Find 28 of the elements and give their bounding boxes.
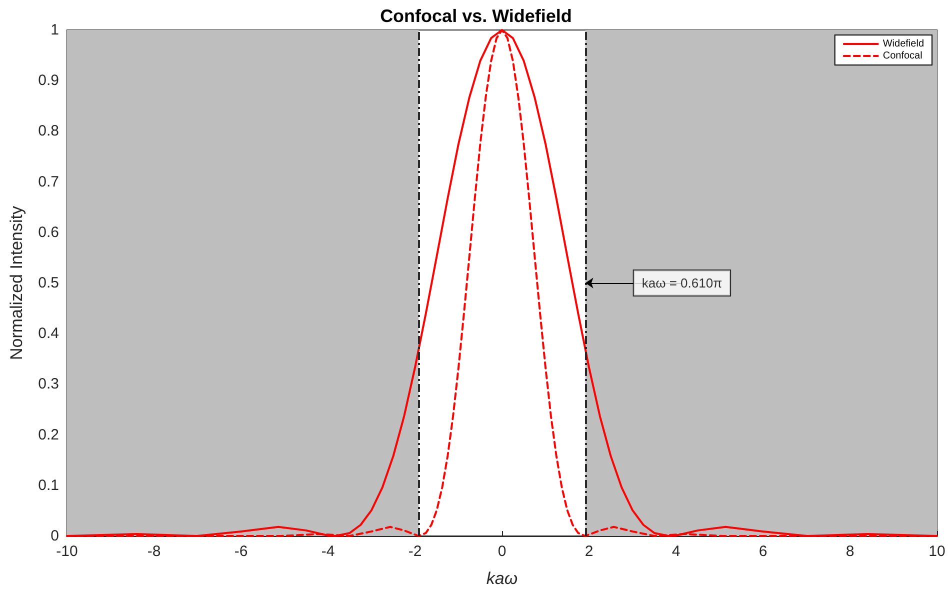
x-tick-label: 10 bbox=[928, 543, 946, 560]
x-tick-label: 2 bbox=[584, 543, 594, 560]
y-tick-label: 0.1 bbox=[38, 476, 59, 494]
y-tick-label: 0.8 bbox=[38, 122, 59, 140]
y-tick-label: 0.9 bbox=[38, 72, 59, 90]
x-tick-label: 8 bbox=[846, 543, 854, 560]
y-axis-title: Normalized Intensity bbox=[7, 206, 26, 360]
y-tick-label: 0 bbox=[50, 528, 59, 544]
y-tick-label: 0.7 bbox=[38, 173, 59, 190]
y-tick-label: 0.6 bbox=[38, 224, 59, 241]
chart-title: Confocal vs. Widefield bbox=[380, 6, 572, 26]
x-tick-label: -4 bbox=[321, 543, 335, 560]
annotation: kaω = 0.610π bbox=[642, 276, 722, 290]
y-tick-label: 0.5 bbox=[38, 274, 59, 292]
legend-label: Confocal bbox=[882, 50, 922, 62]
x-tick-label: 4 bbox=[672, 543, 680, 560]
x-tick-label: -10 bbox=[56, 543, 78, 560]
x-tick-label: 6 bbox=[758, 543, 768, 560]
x-tick-label: -2 bbox=[408, 543, 422, 560]
x-tick-label: 0 bbox=[498, 543, 506, 560]
y-tick-label: 0.2 bbox=[38, 426, 59, 444]
x-tick-label: -6 bbox=[234, 543, 248, 560]
x-tick-label: -8 bbox=[147, 543, 161, 560]
x-axis-title: kaω bbox=[486, 569, 518, 588]
y-tick-label: 0.3 bbox=[38, 376, 59, 393]
y-tick-label: 0.4 bbox=[38, 325, 59, 342]
y-tick-label: 1 bbox=[50, 22, 59, 38]
legend-label: Widefield bbox=[882, 38, 924, 50]
